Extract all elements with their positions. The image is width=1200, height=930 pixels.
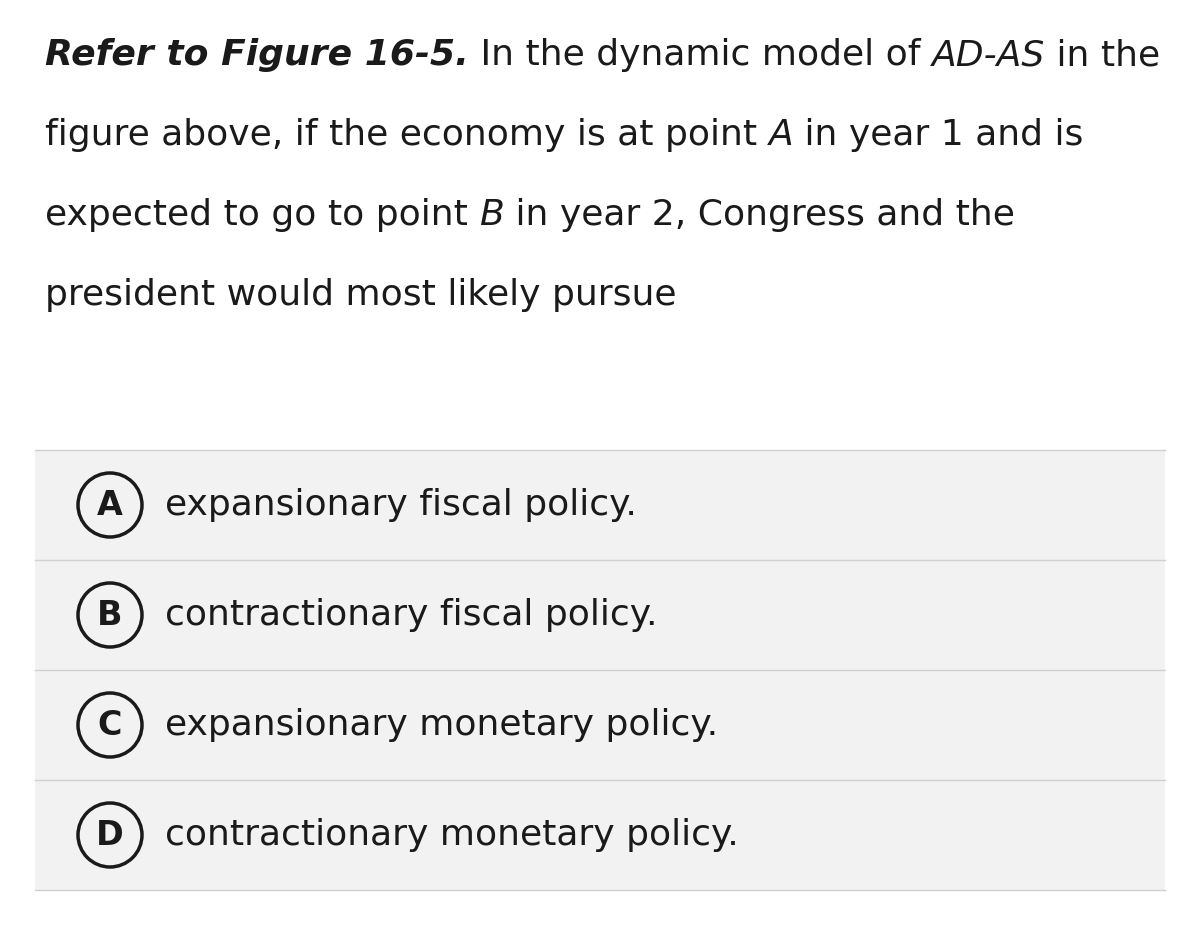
Text: B: B: [479, 198, 504, 232]
Bar: [35, 780, 1165, 890]
Text: A: A: [97, 488, 122, 522]
Circle shape: [78, 693, 142, 757]
Text: C: C: [97, 709, 122, 741]
Text: Refer to Figure 16-5.: Refer to Figure 16-5.: [46, 38, 469, 72]
Text: figure above, if the economy is at point: figure above, if the economy is at point: [46, 118, 769, 152]
Text: A: A: [769, 118, 793, 152]
Text: in year 2, Congress and the: in year 2, Congress and the: [504, 198, 1015, 232]
Text: in year 1 and is: in year 1 and is: [793, 118, 1084, 152]
Text: contractionary monetary policy.: contractionary monetary policy.: [166, 818, 739, 852]
Text: expected to go to point: expected to go to point: [46, 198, 479, 232]
Text: expansionary monetary policy.: expansionary monetary policy.: [166, 708, 718, 742]
Circle shape: [78, 473, 142, 537]
Text: B: B: [97, 599, 122, 631]
Text: in the: in the: [1045, 38, 1160, 72]
Text: In the dynamic model of: In the dynamic model of: [469, 38, 932, 72]
Text: contractionary fiscal policy.: contractionary fiscal policy.: [166, 598, 658, 632]
Bar: [35, 560, 1165, 670]
Text: AD-AS: AD-AS: [932, 38, 1045, 72]
Circle shape: [78, 583, 142, 647]
Text: president would most likely pursue: president would most likely pursue: [46, 278, 677, 312]
Text: expansionary fiscal policy.: expansionary fiscal policy.: [166, 488, 637, 522]
Bar: [35, 450, 1165, 560]
Text: D: D: [96, 818, 124, 852]
Circle shape: [78, 803, 142, 867]
Bar: [35, 670, 1165, 780]
